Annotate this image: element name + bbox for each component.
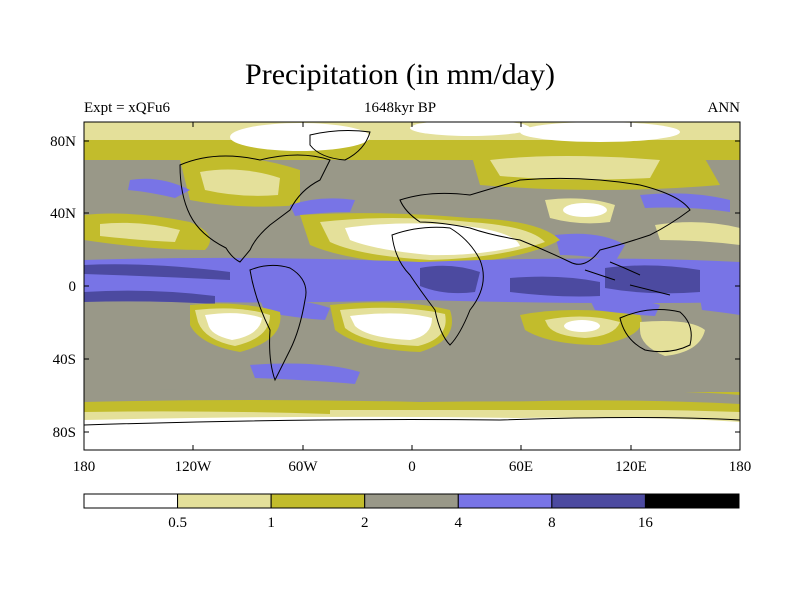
colorbar-label: 0.5 [168, 515, 187, 531]
lon-tick-60w: 60W [288, 459, 318, 475]
lon-tick-180e: 180 [729, 459, 752, 475]
colorbar-swatch [364, 493, 459, 509]
colorbar-swatch [644, 493, 740, 509]
colorbar-swatch [551, 493, 646, 509]
map-title: Precipitation (in mm/day) [245, 58, 555, 91]
lat-tick-40s: 40S [53, 352, 76, 368]
experiment-label: Expt = xQFu6 [84, 100, 170, 116]
map-subtitle: 1648kyr BP [363, 100, 437, 116]
colorbar-swatch [270, 493, 366, 509]
lat-tick-40n: 40N [50, 206, 76, 222]
lon-tick-180w: 180 [73, 459, 96, 475]
colorbar-label: 8 [548, 515, 556, 531]
precipitation-field [84, 122, 740, 450]
colorbar-label: 2 [361, 515, 369, 531]
lat-tick-80n: 80N [50, 134, 76, 150]
lon-tick-120e: 120E [615, 459, 647, 475]
colorbar-label: 16 [638, 515, 654, 531]
lat-tick-0: 0 [69, 279, 77, 295]
season-label: ANN [707, 100, 741, 116]
colorbar-swatch [83, 493, 179, 509]
colorbar-swatch [457, 493, 553, 509]
axis-ticks [83, 122, 741, 450]
lon-tick-120w: 120W [175, 459, 213, 475]
colorbar-labels: 0.5 1 2 4 8 16 [168, 515, 653, 531]
lon-tick-60e: 60E [509, 459, 533, 475]
colorbar-label: 1 [267, 515, 275, 531]
colorbar-label: 4 [455, 515, 463, 531]
colorbar-swatch [177, 493, 272, 509]
colorbar [83, 493, 740, 509]
lon-tick-0: 0 [408, 459, 416, 475]
lat-tick-80s: 80S [53, 425, 76, 441]
coastlines [84, 130, 740, 426]
